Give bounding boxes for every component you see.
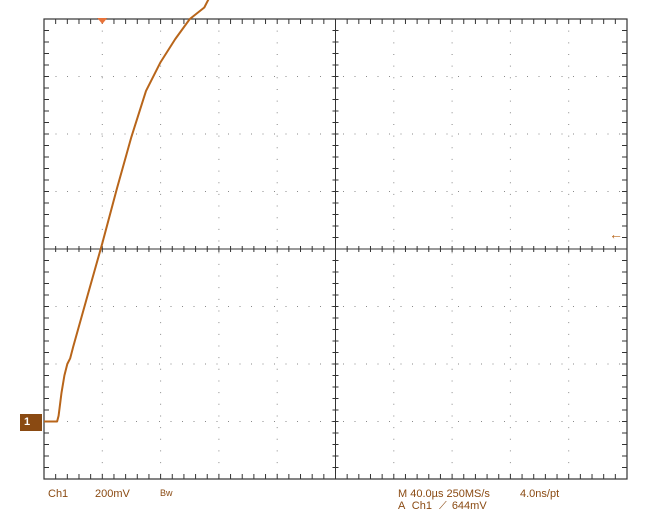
trace-layer bbox=[44, 0, 210, 423]
series-line-ch1 bbox=[44, 0, 210, 423]
arrow-icon: ← bbox=[609, 226, 623, 242]
channel-1-ground-marker: 1 bbox=[20, 414, 42, 431]
channel-number: 1 bbox=[24, 416, 31, 428]
marker-layer bbox=[97, 18, 108, 24]
timebase-readout: M 40.0µs 250MS/s bbox=[398, 488, 490, 500]
trigger-position-marker bbox=[97, 18, 108, 24]
trigger-level: 644mV bbox=[451, 500, 487, 512]
trigger-readout: A Ch1 ⟋ 644mV bbox=[398, 500, 487, 513]
trigger-source: Ch1 bbox=[411, 500, 432, 512]
volts-per-div: 200mV bbox=[95, 488, 130, 500]
channel-label: Ch1 bbox=[48, 488, 69, 500]
bandwidth-limit-indicator: Bw bbox=[160, 488, 173, 498]
trigger-prefix: A bbox=[398, 500, 405, 512]
trigger-level-arrow: ← bbox=[609, 226, 623, 242]
trigger-slope-icon: ⟋ bbox=[439, 500, 447, 512]
sample-interval: 4.0ns/pt bbox=[520, 488, 560, 500]
graticule bbox=[43, 18, 628, 480]
